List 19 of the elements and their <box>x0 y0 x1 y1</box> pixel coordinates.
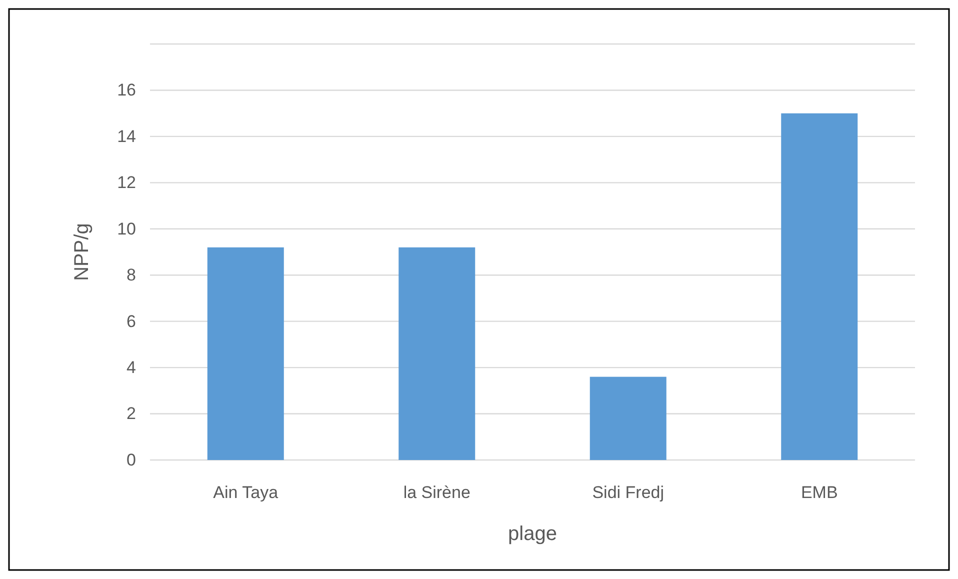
x-tick-label: Ain Taya <box>213 483 279 502</box>
y-tick-label: 0 <box>126 450 136 470</box>
x-tick-label: EMB <box>800 483 838 502</box>
y-tick-label: 4 <box>126 358 136 377</box>
x-tick-label: la Sirène <box>403 483 470 502</box>
bar <box>590 376 666 460</box>
y-tick-label: 10 <box>117 219 136 238</box>
y-tick-label: 6 <box>126 312 136 331</box>
bar <box>398 247 476 460</box>
x-axis-title: plage <box>508 523 557 545</box>
y-tick-label: 2 <box>126 404 136 424</box>
bar <box>781 113 858 460</box>
y-tick-label: 12 <box>117 173 136 192</box>
bar <box>207 247 284 460</box>
x-tick-label: Sidi Fredj <box>592 483 664 502</box>
y-tick-label: 14 <box>117 126 136 146</box>
y-tick-label: 8 <box>126 266 136 285</box>
y-axis-title: NPP/g <box>71 223 93 281</box>
y-tick-label: 16 <box>117 80 136 100</box>
